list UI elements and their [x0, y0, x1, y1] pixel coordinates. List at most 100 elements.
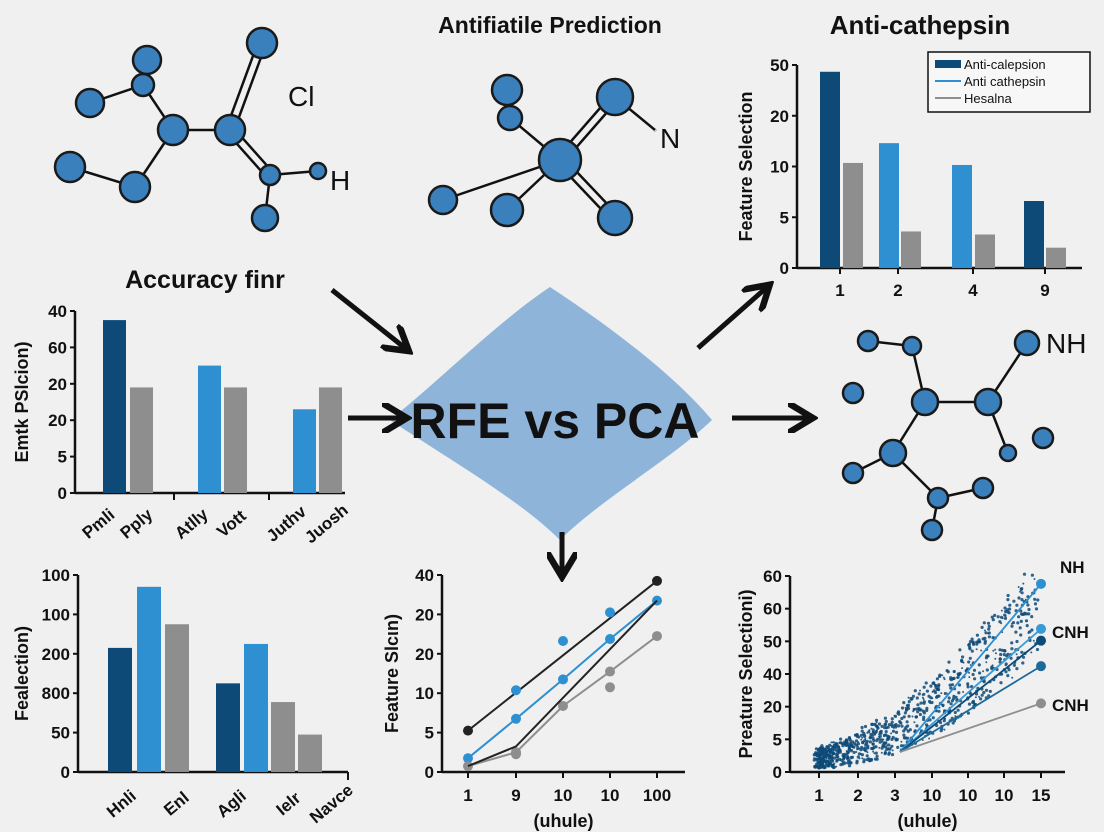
scatter-point [1004, 615, 1007, 617]
scatter-point [992, 666, 995, 669]
scatter-point [880, 724, 884, 729]
scatter-point [884, 719, 888, 724]
scatter-point [922, 715, 926, 719]
trend-endpoint [1036, 578, 1046, 589]
scatter-point [862, 731, 866, 736]
atom-node [496, 104, 524, 132]
atom-node [245, 26, 279, 60]
y-tick-label: 20 [415, 645, 434, 664]
x-tick-label: 2 [853, 786, 862, 805]
scatter-point [1012, 663, 1017, 667]
scatter-point [988, 689, 992, 694]
atom-node [595, 77, 635, 117]
data-point [511, 749, 521, 760]
scatter-point [954, 715, 957, 718]
scatter-point [895, 737, 899, 742]
scatter-point [957, 691, 961, 695]
scatter-point [833, 756, 837, 760]
scatter-point [887, 752, 891, 756]
scatter-point [967, 643, 971, 647]
scatter-point [1016, 621, 1020, 625]
scatter-point [874, 733, 876, 736]
scatter-point [813, 757, 815, 760]
scatter-point [1006, 593, 1010, 598]
scatter-point [922, 685, 926, 689]
atom-node [973, 387, 1003, 417]
scatter-point [884, 730, 888, 734]
scatter-point [874, 730, 878, 734]
trend-endpoint [1036, 661, 1046, 672]
scatter-point [918, 712, 923, 717]
scatter-point [903, 711, 908, 715]
scatter-point [1020, 591, 1024, 595]
scatter-point [841, 753, 845, 757]
scatter-point [999, 652, 1003, 657]
data-point [605, 607, 615, 618]
bar [165, 624, 189, 772]
scatter-point [1015, 639, 1019, 644]
scatter-point [839, 737, 843, 741]
atom-node [489, 192, 525, 228]
scatter-point [891, 749, 894, 752]
atom-node [258, 163, 282, 187]
scatter-point [1004, 662, 1008, 666]
scatter-point [823, 747, 827, 751]
right-title: Anti-cathepsin [829, 10, 1011, 40]
scatter-point [840, 741, 844, 745]
scatter-point [855, 733, 859, 737]
atom-label: H [330, 165, 350, 196]
scatter-point [865, 754, 869, 758]
scatter-point [1032, 639, 1035, 642]
scatter-point [842, 755, 846, 760]
scatter-point [1008, 607, 1012, 611]
scatter-point [812, 753, 816, 757]
data-point [605, 682, 615, 693]
y-tick-label: 10 [770, 158, 789, 177]
scatter-point [855, 751, 858, 753]
scatter-point [956, 698, 959, 701]
scatter-point [1020, 650, 1024, 654]
scatter-point [938, 674, 942, 679]
data-point [558, 701, 568, 712]
scatter-point [1025, 624, 1029, 628]
scatter-point [984, 688, 989, 692]
scatter-point [982, 621, 986, 625]
scatter-point [1017, 615, 1021, 619]
scatter-point [968, 671, 971, 674]
x-tick-label: Agli [213, 786, 250, 821]
scatter-point [853, 733, 856, 736]
molecule-top-center: N [427, 73, 680, 237]
scatter-point [876, 737, 879, 740]
atom-node [596, 199, 634, 237]
scatter-point [870, 722, 874, 727]
scatter-point [1015, 603, 1019, 607]
scatter-point [822, 766, 826, 770]
scatter-point [891, 729, 896, 733]
scatter-point [880, 738, 884, 742]
scatter-point [843, 742, 847, 746]
scatter-point [821, 754, 825, 758]
scatter-point [890, 744, 894, 748]
scatter-point [849, 741, 852, 744]
scatter-point [867, 757, 871, 761]
bar [224, 387, 247, 493]
data-point [652, 575, 662, 586]
scatter-point [999, 681, 1003, 685]
molecule-top-left: Cl H [53, 26, 350, 233]
scatter-point [1035, 647, 1040, 652]
bar [1046, 247, 1066, 268]
hub-label: RFE vs PCA [411, 393, 700, 449]
scatter-point [878, 733, 880, 736]
atom-label: Cl [288, 81, 314, 112]
y-tick-label: 60 [763, 567, 782, 586]
scatter-point [967, 702, 972, 706]
scatter-point [975, 648, 978, 651]
molecule-right: NH [841, 328, 1086, 542]
scatter-point [970, 685, 974, 689]
atom-label: N [660, 123, 680, 154]
scatter-point [824, 752, 828, 756]
scatter-point [1002, 653, 1006, 657]
scatter-point [925, 723, 929, 727]
scatter-point [845, 740, 849, 744]
scatter-point [827, 748, 832, 752]
